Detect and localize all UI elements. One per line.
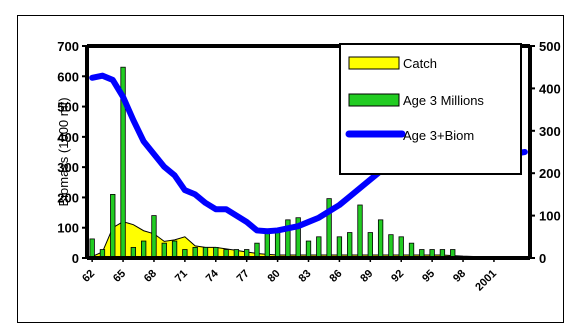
age3-bar-1964 (110, 193, 116, 259)
age3-bar-1991 (388, 234, 394, 259)
age3-bar-1970 (171, 240, 178, 259)
x-tick-label-83: 83 (296, 268, 313, 285)
x-tick-label-77: 77 (235, 268, 252, 285)
age3-bar-1962 (89, 238, 95, 259)
legend-label-catch: Catch (403, 56, 437, 71)
y2-tick-label-300: 300 (539, 124, 561, 139)
y2-tick-label-200: 200 (539, 166, 561, 181)
y-tick-label-500: 500 (57, 100, 79, 115)
x-tick-label-62: 62 (80, 268, 97, 285)
y-tick-label-400: 400 (57, 130, 79, 145)
age3-bar-1969 (161, 242, 167, 259)
y2-tick-label-400: 400 (539, 81, 561, 96)
x-tick-label-86: 86 (327, 268, 344, 285)
y-tick-label-300: 300 (57, 160, 79, 175)
x-tick-label-80: 80 (266, 268, 283, 285)
age3-bar-1990 (377, 219, 384, 259)
y-tick-label-700: 700 (57, 39, 79, 54)
age3-bar-1989 (367, 232, 373, 259)
y-axis-title: Biomass (1000 mt) (56, 97, 71, 206)
age3-bar-1988 (357, 204, 363, 259)
legend-swatch-catch (348, 56, 400, 70)
y-tick-label-100: 100 (57, 221, 79, 236)
y2-tick-label-100: 100 (539, 209, 561, 224)
legend-swatch-age3-millions (348, 93, 400, 107)
y2-tick-label-500: 500 (539, 39, 561, 54)
age3-bar-1986 (336, 236, 343, 259)
x-tick-label-68: 68 (142, 268, 159, 285)
x-tick-label-95: 95 (420, 268, 437, 285)
age3-bar-1992 (398, 236, 404, 259)
age3-bar-1979 (264, 232, 270, 259)
y-tick-label-200: 200 (57, 190, 79, 205)
x-tick-label-71: 71 (173, 268, 190, 285)
x-tick-label-92: 92 (389, 268, 406, 285)
x-tick-label-65: 65 (111, 268, 128, 285)
x-tick-label-74: 74 (204, 267, 222, 285)
age3-bar-1978 (254, 242, 260, 259)
age3-bar-1980 (274, 230, 281, 259)
age3-bar-1983 (305, 240, 312, 259)
y-tick-label-600: 600 (57, 69, 79, 84)
legend-label-age3-millions: Age 3 Millions (403, 93, 484, 108)
x-tick-label-89: 89 (358, 268, 375, 285)
age3-bar-1968 (151, 215, 157, 259)
x-tick-label-98: 98 (451, 268, 468, 285)
y-tick-label-0: 0 (72, 251, 79, 266)
x-tick-label-2001: 2001 (473, 268, 499, 294)
age3-bar-1984 (316, 236, 322, 259)
age3-bar-1967 (141, 240, 147, 259)
age3-bar-1993 (408, 242, 415, 259)
legend-box (339, 43, 522, 175)
legend-label-age3-biom: Age 3+Biom (403, 128, 474, 143)
age3-bar-1987 (347, 232, 353, 259)
y2-tick-label-0: 0 (539, 251, 546, 266)
